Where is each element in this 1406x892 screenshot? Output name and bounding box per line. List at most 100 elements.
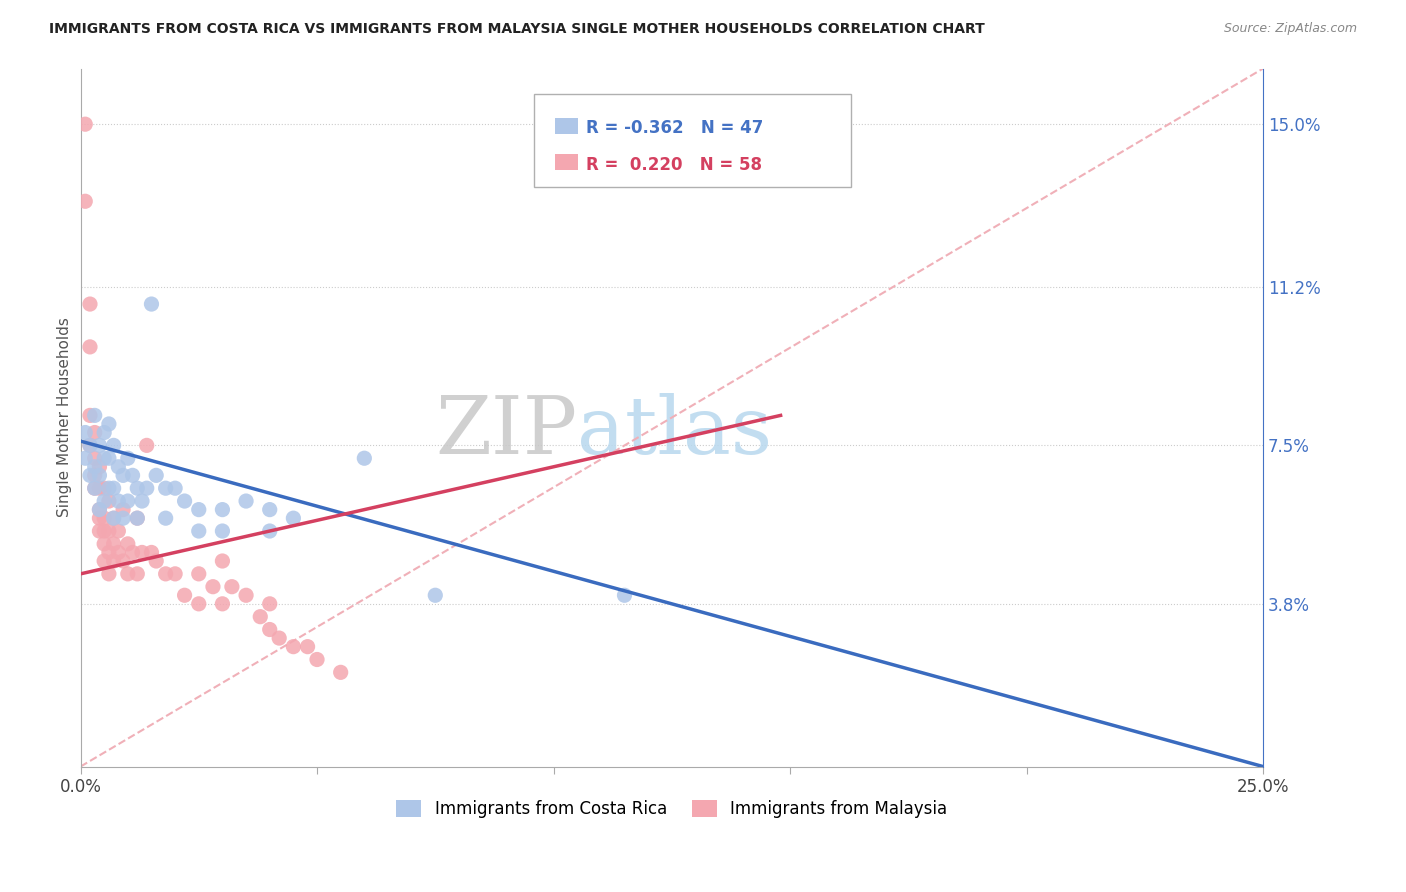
Text: atlas: atlas [578,392,772,470]
Point [155,481,177,495]
Point [79,438,101,452]
Point [145,468,167,483]
Point [103,511,125,525]
Point [83,481,105,495]
Point [155,511,177,525]
Point [269,631,291,645]
Point [107,494,129,508]
Point [93,425,115,440]
Text: IMMIGRANTS FROM COSTA RICA VS IMMIGRANTS FROM MALAYSIA SINGLE MOTHER HOUSEHOLDS : IMMIGRANTS FROM COSTA RICA VS IMMIGRANTS… [49,22,986,37]
Point [187,597,209,611]
Point [97,451,120,466]
Point [211,554,233,568]
Point [89,438,111,452]
Point [235,494,257,508]
Point [127,511,149,525]
Point [283,640,305,654]
Point [83,468,105,483]
Point [211,524,233,538]
Point [131,545,153,559]
Point [79,297,101,311]
Point [83,451,105,466]
Point [211,597,233,611]
Point [103,438,125,452]
Point [89,481,111,495]
Point [103,554,125,568]
Point [121,468,143,483]
Point [112,554,135,568]
Point [249,609,271,624]
Point [117,537,139,551]
Point [93,451,115,466]
Point [79,468,101,483]
Point [97,494,120,508]
Point [107,459,129,474]
Point [297,640,319,654]
Point [187,524,209,538]
Point [155,566,177,581]
Point [83,481,105,495]
Point [97,524,120,538]
Point [103,481,125,495]
Point [329,665,352,680]
Point [89,502,111,516]
Point [89,502,111,516]
Point [112,502,135,516]
Point [121,545,143,559]
Point [117,451,139,466]
Point [97,481,120,495]
Point [97,566,120,581]
Point [283,511,305,525]
Point [187,502,209,516]
Point [613,588,636,602]
Point [235,588,257,602]
Point [97,545,120,559]
Point [93,524,115,538]
Point [259,623,281,637]
Point [173,494,195,508]
Point [75,117,97,131]
Text: R =  0.220   N = 58: R = 0.220 N = 58 [586,156,762,174]
Point [425,588,447,602]
Point [93,481,115,495]
Point [305,652,328,666]
Point [127,511,149,525]
Point [93,494,115,508]
Point [353,451,375,466]
Legend: Immigrants from Costa Rica, Immigrants from Malaysia: Immigrants from Costa Rica, Immigrants f… [389,793,955,824]
Point [103,511,125,525]
Point [112,511,135,525]
Point [173,588,195,602]
Point [75,425,97,440]
Point [103,537,125,551]
Y-axis label: Single Mother Households: Single Mother Households [58,318,72,517]
Point [141,297,163,311]
Point [79,409,101,423]
Point [221,580,243,594]
Point [135,481,157,495]
Point [187,566,209,581]
Point [135,438,157,452]
Point [259,597,281,611]
Point [93,537,115,551]
Point [165,566,187,581]
Point [211,502,233,516]
Point [127,566,149,581]
Text: Source: ZipAtlas.com: Source: ZipAtlas.com [1223,22,1357,36]
Point [127,481,149,495]
Point [83,459,105,474]
Point [83,425,105,440]
Point [259,502,281,516]
Point [75,194,97,209]
Point [75,451,97,466]
Point [201,580,224,594]
Point [131,494,153,508]
Point [117,566,139,581]
Point [89,524,111,538]
Point [165,481,187,495]
Point [107,545,129,559]
Point [93,554,115,568]
Point [141,545,163,559]
Point [89,468,111,483]
Point [89,511,111,525]
